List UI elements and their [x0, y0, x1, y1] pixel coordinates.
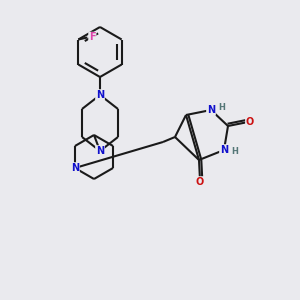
Text: O: O	[246, 117, 254, 127]
Text: H: H	[219, 103, 225, 112]
Text: N: N	[220, 145, 228, 155]
Text: N: N	[96, 146, 104, 156]
Text: N: N	[207, 105, 215, 115]
Text: F: F	[89, 32, 96, 43]
Text: N: N	[71, 163, 79, 173]
Text: O: O	[196, 177, 204, 187]
Text: H: H	[232, 148, 238, 157]
Text: N: N	[96, 90, 104, 100]
